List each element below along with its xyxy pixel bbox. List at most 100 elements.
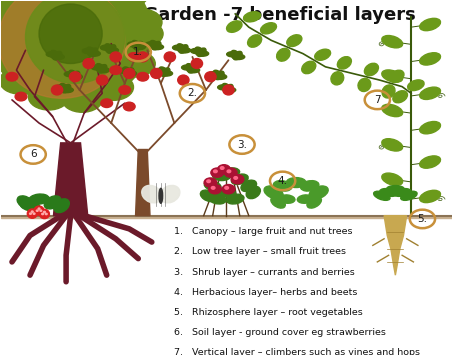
Ellipse shape	[55, 85, 68, 90]
Ellipse shape	[390, 70, 404, 82]
Ellipse shape	[69, 70, 78, 79]
Ellipse shape	[53, 51, 61, 60]
Text: 4.: 4.	[278, 176, 288, 186]
Ellipse shape	[0, 0, 152, 105]
Ellipse shape	[83, 59, 94, 69]
Ellipse shape	[420, 156, 440, 168]
Ellipse shape	[39, 209, 49, 219]
Ellipse shape	[382, 139, 403, 151]
Ellipse shape	[213, 70, 222, 79]
Text: 7: 7	[374, 95, 381, 105]
Ellipse shape	[420, 121, 440, 134]
Ellipse shape	[133, 44, 146, 50]
Circle shape	[38, 208, 40, 209]
Ellipse shape	[227, 51, 239, 57]
Ellipse shape	[105, 44, 114, 52]
Ellipse shape	[39, 4, 102, 64]
Ellipse shape	[196, 51, 209, 56]
Ellipse shape	[209, 71, 221, 77]
Text: 3.   Shrub layer – currants and berries: 3. Shrub layer – currants and berries	[175, 268, 355, 277]
Ellipse shape	[88, 51, 100, 56]
Ellipse shape	[224, 84, 233, 93]
Ellipse shape	[29, 194, 49, 204]
Ellipse shape	[195, 47, 204, 55]
Ellipse shape	[159, 189, 163, 203]
Ellipse shape	[382, 104, 403, 117]
Ellipse shape	[205, 72, 216, 82]
Circle shape	[29, 213, 31, 214]
Text: 6: 6	[30, 149, 36, 159]
Ellipse shape	[70, 74, 82, 80]
Ellipse shape	[215, 71, 224, 80]
Ellipse shape	[233, 51, 242, 60]
Text: 2.: 2.	[187, 88, 197, 98]
Ellipse shape	[100, 45, 113, 50]
Circle shape	[204, 178, 217, 187]
Polygon shape	[384, 215, 407, 275]
Text: 2.   Low tree layer – small fruit trees: 2. Low tree layer – small fruit trees	[175, 247, 346, 256]
Ellipse shape	[54, 199, 70, 213]
Ellipse shape	[232, 54, 245, 60]
Circle shape	[128, 53, 140, 61]
Ellipse shape	[123, 69, 135, 78]
Ellipse shape	[93, 74, 133, 100]
Ellipse shape	[44, 196, 61, 209]
Ellipse shape	[20, 201, 40, 211]
Ellipse shape	[307, 197, 322, 208]
Circle shape	[211, 186, 215, 189]
Ellipse shape	[227, 194, 244, 204]
Ellipse shape	[0, 0, 125, 98]
Ellipse shape	[382, 36, 403, 48]
Circle shape	[119, 86, 131, 94]
Ellipse shape	[218, 85, 230, 90]
Ellipse shape	[98, 65, 107, 73]
Ellipse shape	[191, 48, 203, 54]
Ellipse shape	[380, 189, 397, 196]
Ellipse shape	[213, 171, 231, 181]
Ellipse shape	[244, 12, 261, 22]
Ellipse shape	[222, 83, 231, 92]
Ellipse shape	[420, 190, 440, 203]
Text: 1.   Canopy – large fruit and nut trees: 1. Canopy – large fruit and nut trees	[175, 227, 353, 236]
Ellipse shape	[108, 0, 149, 7]
Ellipse shape	[60, 83, 69, 92]
Ellipse shape	[64, 71, 77, 77]
Ellipse shape	[277, 48, 290, 61]
Ellipse shape	[89, 48, 98, 56]
Ellipse shape	[27, 209, 37, 218]
Ellipse shape	[137, 52, 149, 62]
Ellipse shape	[261, 23, 277, 34]
Ellipse shape	[382, 85, 395, 98]
Ellipse shape	[374, 191, 390, 200]
Ellipse shape	[401, 191, 417, 200]
Ellipse shape	[300, 181, 319, 191]
Ellipse shape	[302, 61, 316, 74]
Circle shape	[231, 175, 244, 184]
Ellipse shape	[187, 67, 200, 73]
Ellipse shape	[160, 185, 180, 203]
Ellipse shape	[62, 86, 103, 112]
Ellipse shape	[164, 52, 175, 62]
Ellipse shape	[161, 68, 170, 76]
Ellipse shape	[394, 189, 411, 196]
Ellipse shape	[146, 42, 158, 47]
Ellipse shape	[382, 173, 403, 185]
Ellipse shape	[123, 67, 132, 75]
Ellipse shape	[97, 67, 109, 73]
Ellipse shape	[222, 168, 240, 178]
Circle shape	[211, 168, 224, 177]
Ellipse shape	[150, 40, 159, 49]
Ellipse shape	[231, 174, 248, 185]
Ellipse shape	[204, 181, 221, 191]
Ellipse shape	[188, 65, 197, 73]
Ellipse shape	[0, 0, 32, 9]
Text: 6.   Soil layer - ground cover eg strawberries: 6. Soil layer - ground cover eg strawber…	[175, 328, 386, 337]
Circle shape	[44, 211, 45, 213]
Ellipse shape	[209, 194, 226, 204]
Circle shape	[42, 213, 44, 215]
Ellipse shape	[178, 48, 191, 53]
Circle shape	[222, 185, 235, 194]
Text: 1.: 1.	[133, 47, 143, 57]
Ellipse shape	[0, 67, 40, 94]
Ellipse shape	[177, 44, 186, 52]
